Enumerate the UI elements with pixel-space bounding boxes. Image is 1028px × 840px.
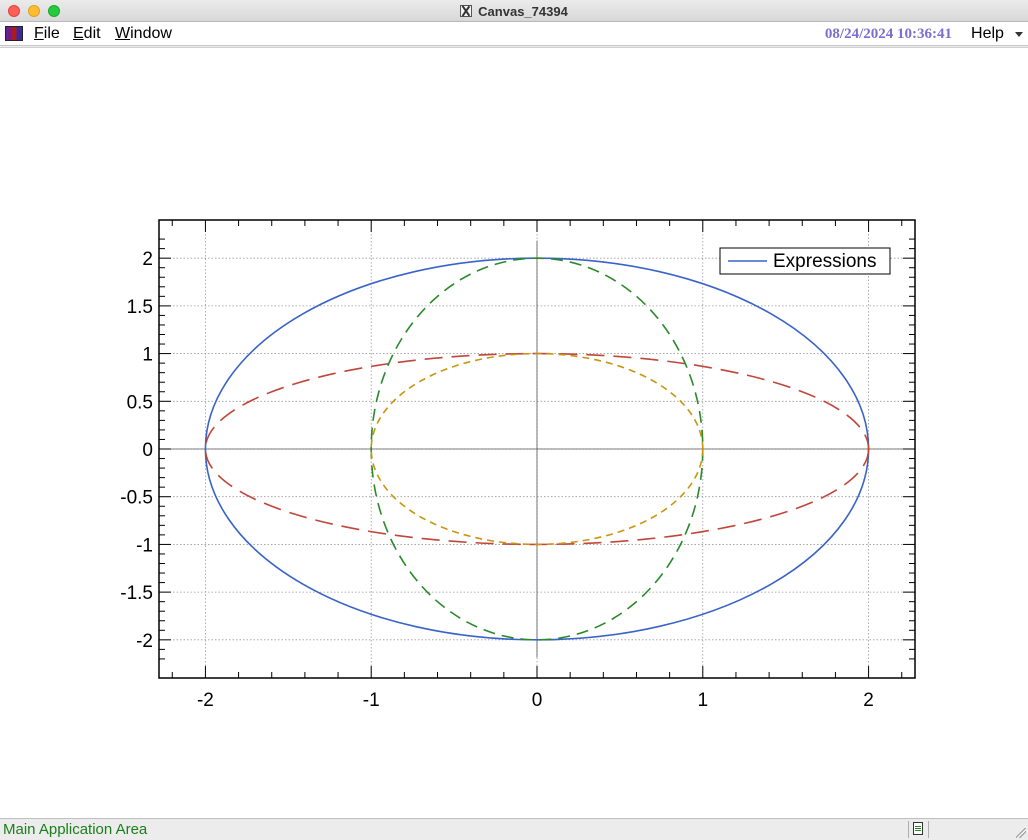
- resize-grip-icon[interactable]: [1016, 828, 1026, 838]
- y-tick-label: -0.5: [120, 488, 153, 509]
- status-text: Main Application Area: [3, 821, 148, 838]
- root-app-icon: [5, 26, 23, 41]
- canvas-area[interactable]: -2 -1 0 1 2 -2 -1.5 -1 -0.5 0 0.5 1 1.5 2 Expression…: [0, 47, 1028, 818]
- y-tick-label: -1.5: [120, 583, 153, 604]
- y-tick-label: 2: [142, 249, 153, 270]
- series-ellipse-gold: [370, 352, 704, 546]
- x-tick-label: -2: [197, 690, 214, 711]
- plot-svg[interactable]: -2 -1 0 1 2 -2 -1.5 -1 -0.5 0 0.5 1 1.5 2 Expression…: [0, 48, 1028, 818]
- menu-file[interactable]: File: [34, 25, 60, 42]
- y-tick-labels: -2 -1.5 -1 -0.5 0 0.5 1 1.5 2: [120, 249, 153, 652]
- x-tick-label: 0: [532, 690, 543, 711]
- x-tick-label: -1: [363, 690, 380, 711]
- maximize-window-button[interactable]: [48, 5, 60, 17]
- status-bar: Main Application Area: [0, 818, 1028, 840]
- y-tick-label: 1: [142, 345, 153, 366]
- x-tick-labels: -2 -1 0 1 2: [197, 690, 874, 711]
- close-window-button[interactable]: [8, 5, 20, 17]
- window-title-wrap: Canvas_74394: [0, 0, 1028, 22]
- ticks-layer: [159, 220, 915, 678]
- status-divider: [908, 821, 909, 838]
- origin-axis-lines: [159, 240, 915, 658]
- x11-icon: [460, 5, 473, 17]
- legend[interactable]: Expressions: [719, 247, 891, 275]
- series-layer: [204, 257, 870, 641]
- y-tick-label: -2: [136, 631, 153, 652]
- y-tick-label: 0.5: [127, 392, 153, 413]
- x-tick-label: 2: [863, 690, 874, 711]
- menu-window[interactable]: Window: [115, 25, 172, 42]
- y-tick-label: 1.5: [127, 297, 153, 318]
- menu-bar: File Edit Window 08/24/2024 10:36:41 Hel…: [0, 22, 1028, 46]
- minimize-window-button[interactable]: [28, 5, 40, 17]
- y-tick-label: 0: [142, 440, 153, 461]
- legend-label: Expressions: [773, 251, 877, 272]
- menu-edit[interactable]: Edit: [73, 25, 101, 42]
- status-divider: [928, 821, 929, 838]
- title-bar: Canvas_74394: [0, 0, 1028, 22]
- document-icon[interactable]: [913, 822, 923, 835]
- datetime-display: 08/24/2024 10:36:41: [824, 26, 952, 42]
- menu-help[interactable]: Help: [971, 25, 1004, 42]
- x-tick-label: 1: [698, 690, 709, 711]
- y-tick-label: -1: [136, 535, 153, 556]
- chevron-down-icon[interactable]: [1015, 32, 1023, 37]
- window-title: Canvas_74394: [478, 3, 568, 19]
